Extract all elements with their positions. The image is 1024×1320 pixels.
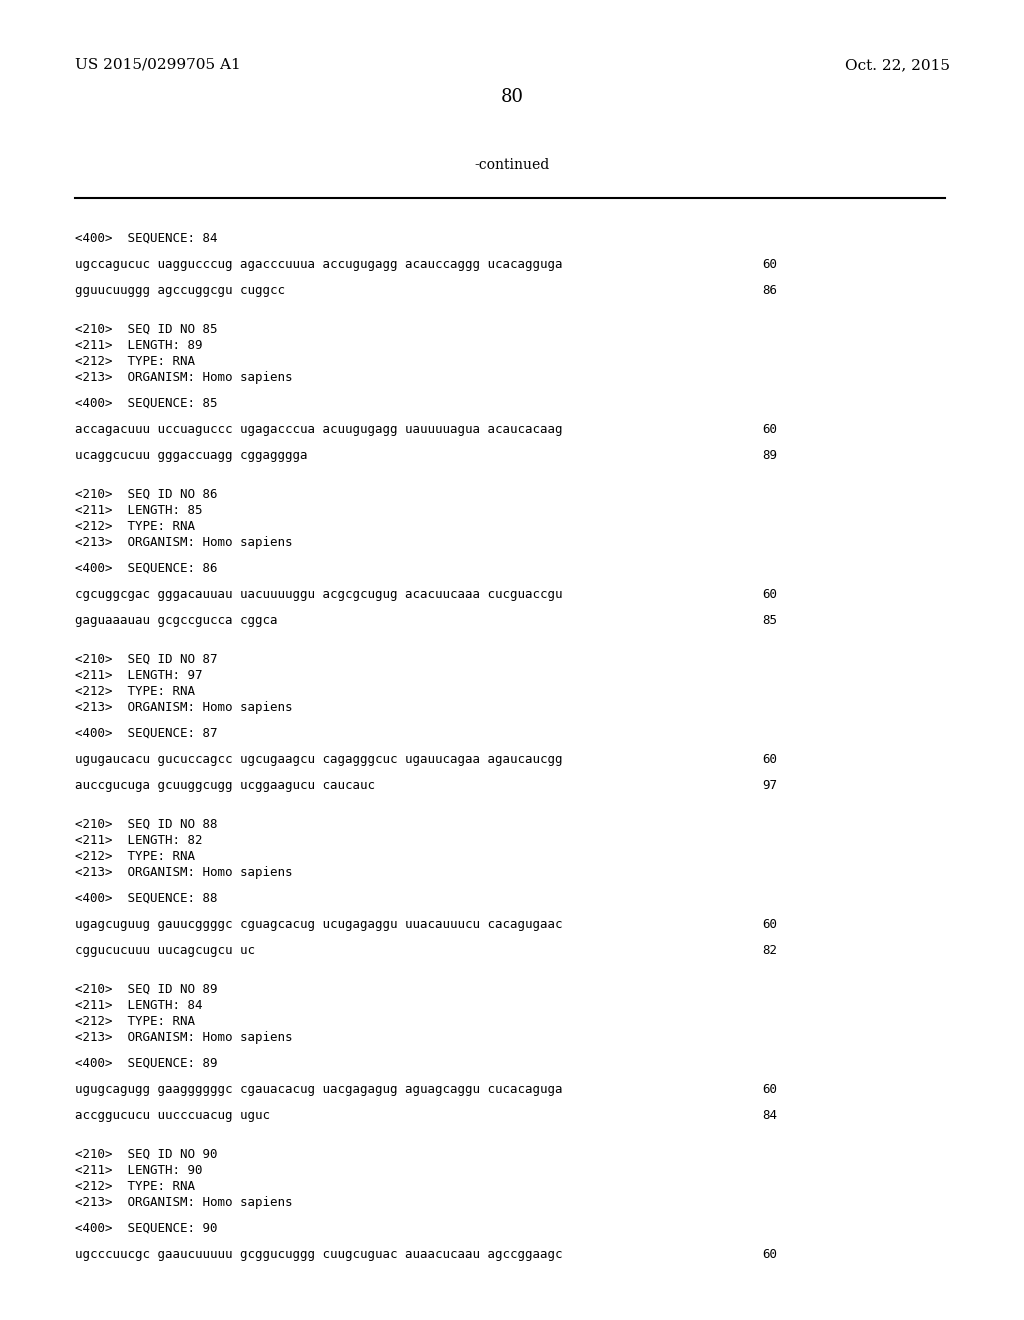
Text: <210>  SEQ ID NO 86: <210> SEQ ID NO 86 [75, 488, 217, 502]
Text: 60: 60 [762, 587, 777, 601]
Text: 89: 89 [762, 449, 777, 462]
Text: <210>  SEQ ID NO 89: <210> SEQ ID NO 89 [75, 983, 217, 997]
Text: <210>  SEQ ID NO 85: <210> SEQ ID NO 85 [75, 323, 217, 337]
Text: <212>  TYPE: RNA: <212> TYPE: RNA [75, 355, 195, 368]
Text: <212>  TYPE: RNA: <212> TYPE: RNA [75, 1180, 195, 1193]
Text: 85: 85 [762, 614, 777, 627]
Text: <211>  LENGTH: 90: <211> LENGTH: 90 [75, 1164, 203, 1177]
Text: <211>  LENGTH: 82: <211> LENGTH: 82 [75, 834, 203, 847]
Text: <211>  LENGTH: 84: <211> LENGTH: 84 [75, 999, 203, 1012]
Text: <210>  SEQ ID NO 87: <210> SEQ ID NO 87 [75, 653, 217, 667]
Text: <211>  LENGTH: 89: <211> LENGTH: 89 [75, 339, 203, 352]
Text: 60: 60 [762, 752, 777, 766]
Text: <212>  TYPE: RNA: <212> TYPE: RNA [75, 850, 195, 863]
Text: <400>  SEQUENCE: 88: <400> SEQUENCE: 88 [75, 892, 217, 906]
Text: cgcuggcgac gggacauuau uacuuuuggu acgcgcugug acacuucaaa cucguaccgu: cgcuggcgac gggacauuau uacuuuuggu acgcgcu… [75, 587, 562, 601]
Text: <210>  SEQ ID NO 90: <210> SEQ ID NO 90 [75, 1148, 217, 1162]
Text: <213>  ORGANISM: Homo sapiens: <213> ORGANISM: Homo sapiens [75, 1196, 293, 1209]
Text: ugcccuucgc gaaucuuuuu gcggucuggg cuugcuguac auaacucaau agccggaagc: ugcccuucgc gaaucuuuuu gcggucuggg cuugcug… [75, 1247, 562, 1261]
Text: <213>  ORGANISM: Homo sapiens: <213> ORGANISM: Homo sapiens [75, 1031, 293, 1044]
Text: 97: 97 [762, 779, 777, 792]
Text: <211>  LENGTH: 97: <211> LENGTH: 97 [75, 669, 203, 682]
Text: <213>  ORGANISM: Homo sapiens: <213> ORGANISM: Homo sapiens [75, 866, 293, 879]
Text: 80: 80 [501, 88, 523, 106]
Text: 60: 60 [762, 1082, 777, 1096]
Text: 82: 82 [762, 944, 777, 957]
Text: 60: 60 [762, 422, 777, 436]
Text: <210>  SEQ ID NO 88: <210> SEQ ID NO 88 [75, 818, 217, 832]
Text: Oct. 22, 2015: Oct. 22, 2015 [845, 58, 950, 73]
Text: <212>  TYPE: RNA: <212> TYPE: RNA [75, 520, 195, 533]
Text: US 2015/0299705 A1: US 2015/0299705 A1 [75, 58, 241, 73]
Text: <212>  TYPE: RNA: <212> TYPE: RNA [75, 685, 195, 698]
Text: <213>  ORGANISM: Homo sapiens: <213> ORGANISM: Homo sapiens [75, 371, 293, 384]
Text: <400>  SEQUENCE: 84: <400> SEQUENCE: 84 [75, 232, 217, 246]
Text: <211>  LENGTH: 85: <211> LENGTH: 85 [75, 504, 203, 517]
Text: <213>  ORGANISM: Homo sapiens: <213> ORGANISM: Homo sapiens [75, 536, 293, 549]
Text: cggucucuuu uucagcugcu uc: cggucucuuu uucagcugcu uc [75, 944, 255, 957]
Text: <400>  SEQUENCE: 85: <400> SEQUENCE: 85 [75, 397, 217, 411]
Text: 84: 84 [762, 1109, 777, 1122]
Text: -continued: -continued [474, 158, 550, 172]
Text: ugugaucacu gucuccagcc ugcugaagcu cagagggcuc ugauucagaa agaucaucgg: ugugaucacu gucuccagcc ugcugaagcu cagaggg… [75, 752, 562, 766]
Text: 86: 86 [762, 284, 777, 297]
Text: gaguaaauau gcgccgucca cggca: gaguaaauau gcgccgucca cggca [75, 614, 278, 627]
Text: 60: 60 [762, 1247, 777, 1261]
Text: accagacuuu uccuaguccc ugagacccua acuugugagg uauuuuagua acaucacaag: accagacuuu uccuaguccc ugagacccua acuugug… [75, 422, 562, 436]
Text: ucaggcucuu gggaccuagg cggagggga: ucaggcucuu gggaccuagg cggagggga [75, 449, 307, 462]
Text: ugagcuguug gauucggggc cguagcacug ucugagaggu uuacauuucu cacagugaac: ugagcuguug gauucggggc cguagcacug ucugaga… [75, 917, 562, 931]
Text: gguucuuggg agccuggcgu cuggcc: gguucuuggg agccuggcgu cuggcc [75, 284, 285, 297]
Text: <400>  SEQUENCE: 89: <400> SEQUENCE: 89 [75, 1057, 217, 1071]
Text: ugugcagugg gaaggggggc cgauacacug uacgagagug aguagcaggu cucacaguga: ugugcagugg gaaggggggc cgauacacug uacgaga… [75, 1082, 562, 1096]
Text: <400>  SEQUENCE: 87: <400> SEQUENCE: 87 [75, 727, 217, 741]
Text: accggucucu uucccuacug uguc: accggucucu uucccuacug uguc [75, 1109, 270, 1122]
Text: 60: 60 [762, 917, 777, 931]
Text: auccgucuga gcuuggcugg ucggaagucu caucauc: auccgucuga gcuuggcugg ucggaagucu caucauc [75, 779, 375, 792]
Text: <212>  TYPE: RNA: <212> TYPE: RNA [75, 1015, 195, 1028]
Text: ugccagucuc uaggucccug agacccuuua accugugagg acauccaggg ucacagguga: ugccagucuc uaggucccug agacccuuua accugug… [75, 257, 562, 271]
Text: <400>  SEQUENCE: 90: <400> SEQUENCE: 90 [75, 1222, 217, 1236]
Text: <213>  ORGANISM: Homo sapiens: <213> ORGANISM: Homo sapiens [75, 701, 293, 714]
Text: <400>  SEQUENCE: 86: <400> SEQUENCE: 86 [75, 562, 217, 576]
Text: 60: 60 [762, 257, 777, 271]
